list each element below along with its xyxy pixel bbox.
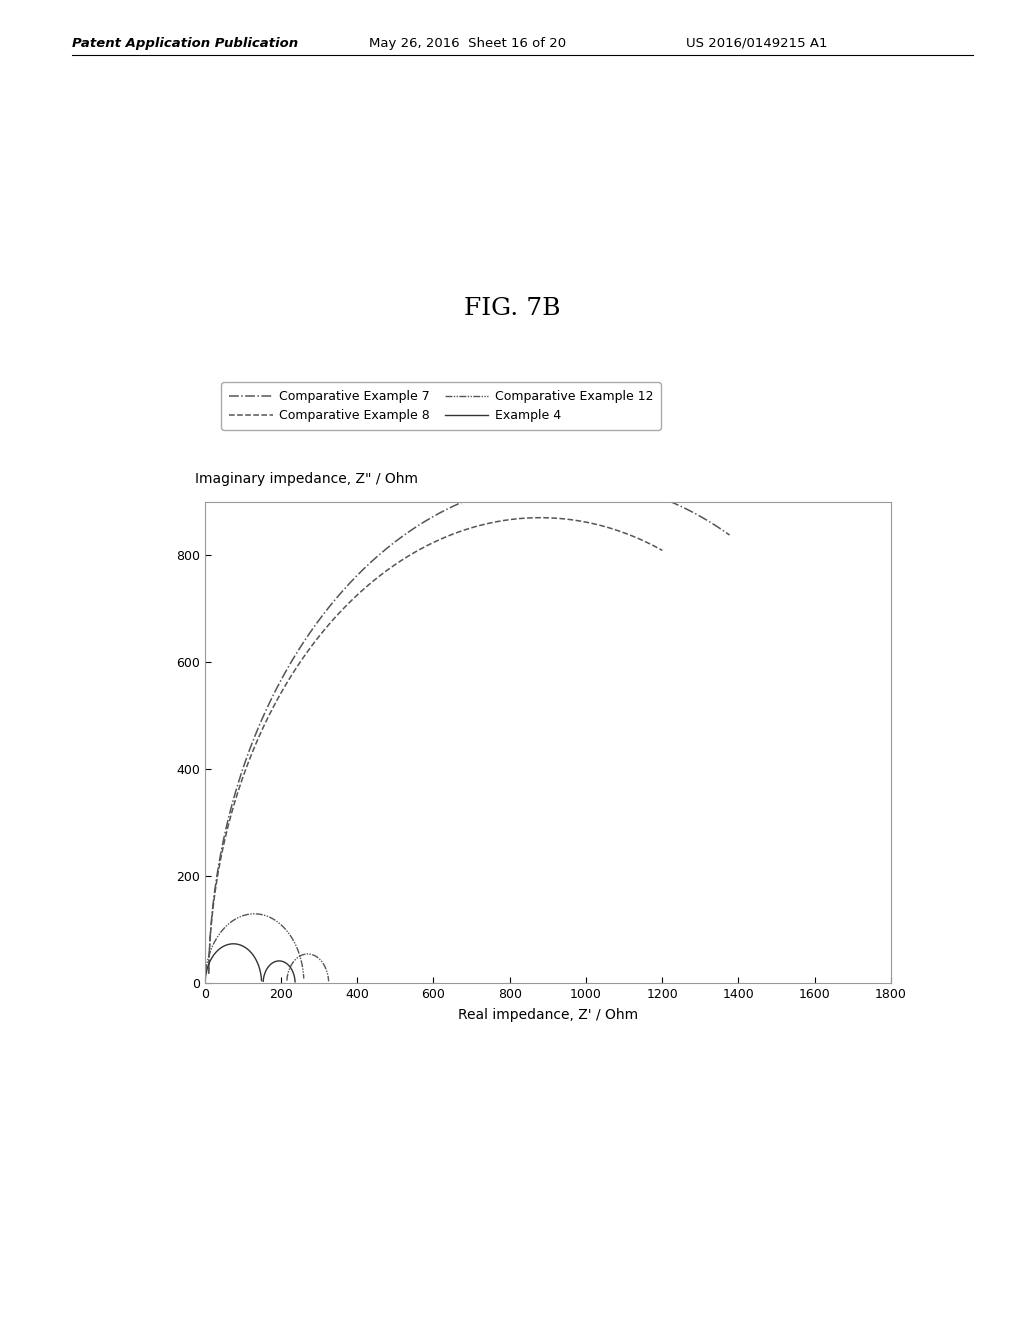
- Example 4: [205, 952, 217, 968]
- X-axis label: Real impedance, Z' / Ohm: Real impedance, Z' / Ohm: [458, 1008, 638, 1022]
- Comparative Example 12: [298, 970, 310, 986]
- Comparative Example 12: [227, 912, 240, 928]
- Comparative Example 12: [200, 964, 212, 979]
- Line: Comparative Example 12: Comparative Example 12: [206, 913, 304, 978]
- Line: Example 4: Example 4: [205, 944, 261, 981]
- Legend: Comparative Example 7, Comparative Example 8, Comparative Example 12, Example 4: Comparative Example 7, Comparative Examp…: [221, 383, 660, 430]
- Example 4: [255, 968, 267, 983]
- Comparative Example 12: [297, 961, 309, 977]
- Example 4: [210, 945, 222, 961]
- Comparative Example 8: [656, 543, 669, 558]
- Example 4: [254, 964, 266, 979]
- Text: Imaginary impedance, Z" / Ohm: Imaginary impedance, Z" / Ohm: [195, 471, 418, 486]
- Comparative Example 7: [709, 517, 721, 533]
- Text: May 26, 2016  Sheet 16 of 20: May 26, 2016 Sheet 16 of 20: [369, 37, 566, 50]
- Comparative Example 7: [361, 557, 374, 573]
- Comparative Example 7: [600, 475, 612, 491]
- Comparative Example 12: [260, 908, 272, 924]
- Comparative Example 7: [402, 524, 415, 540]
- Comparative Example 7: [723, 527, 735, 543]
- Comparative Example 7: [438, 503, 451, 519]
- Comparative Example 12: [244, 906, 256, 921]
- Example 4: [200, 968, 212, 983]
- Example 4: [199, 972, 211, 987]
- Comparative Example 8: [643, 536, 655, 552]
- Line: Comparative Example 8: Comparative Example 8: [209, 517, 663, 973]
- Comparative Example 12: [249, 906, 261, 921]
- Example 4: [227, 936, 240, 952]
- Comparative Example 7: [561, 473, 573, 488]
- Comparative Example 8: [341, 597, 353, 612]
- Line: Comparative Example 7: Comparative Example 7: [209, 480, 729, 974]
- Comparative Example 12: [202, 952, 214, 968]
- Comparative Example 8: [404, 546, 417, 562]
- Comparative Example 8: [545, 510, 557, 525]
- Comparative Example 8: [338, 601, 350, 616]
- Text: US 2016/0149215 A1: US 2016/0149215 A1: [686, 37, 827, 50]
- Comparative Example 7: [365, 554, 377, 570]
- Comparative Example 8: [373, 569, 385, 585]
- Comparative Example 12: [248, 906, 260, 921]
- Text: Patent Application Publication: Patent Application Publication: [72, 37, 298, 50]
- Example 4: [200, 965, 212, 981]
- Text: FIG. 7B: FIG. 7B: [464, 297, 560, 319]
- Comparative Example 8: [203, 965, 215, 981]
- Example 4: [255, 973, 267, 989]
- Comparative Example 7: [203, 966, 215, 982]
- Comparative Example 8: [534, 510, 546, 525]
